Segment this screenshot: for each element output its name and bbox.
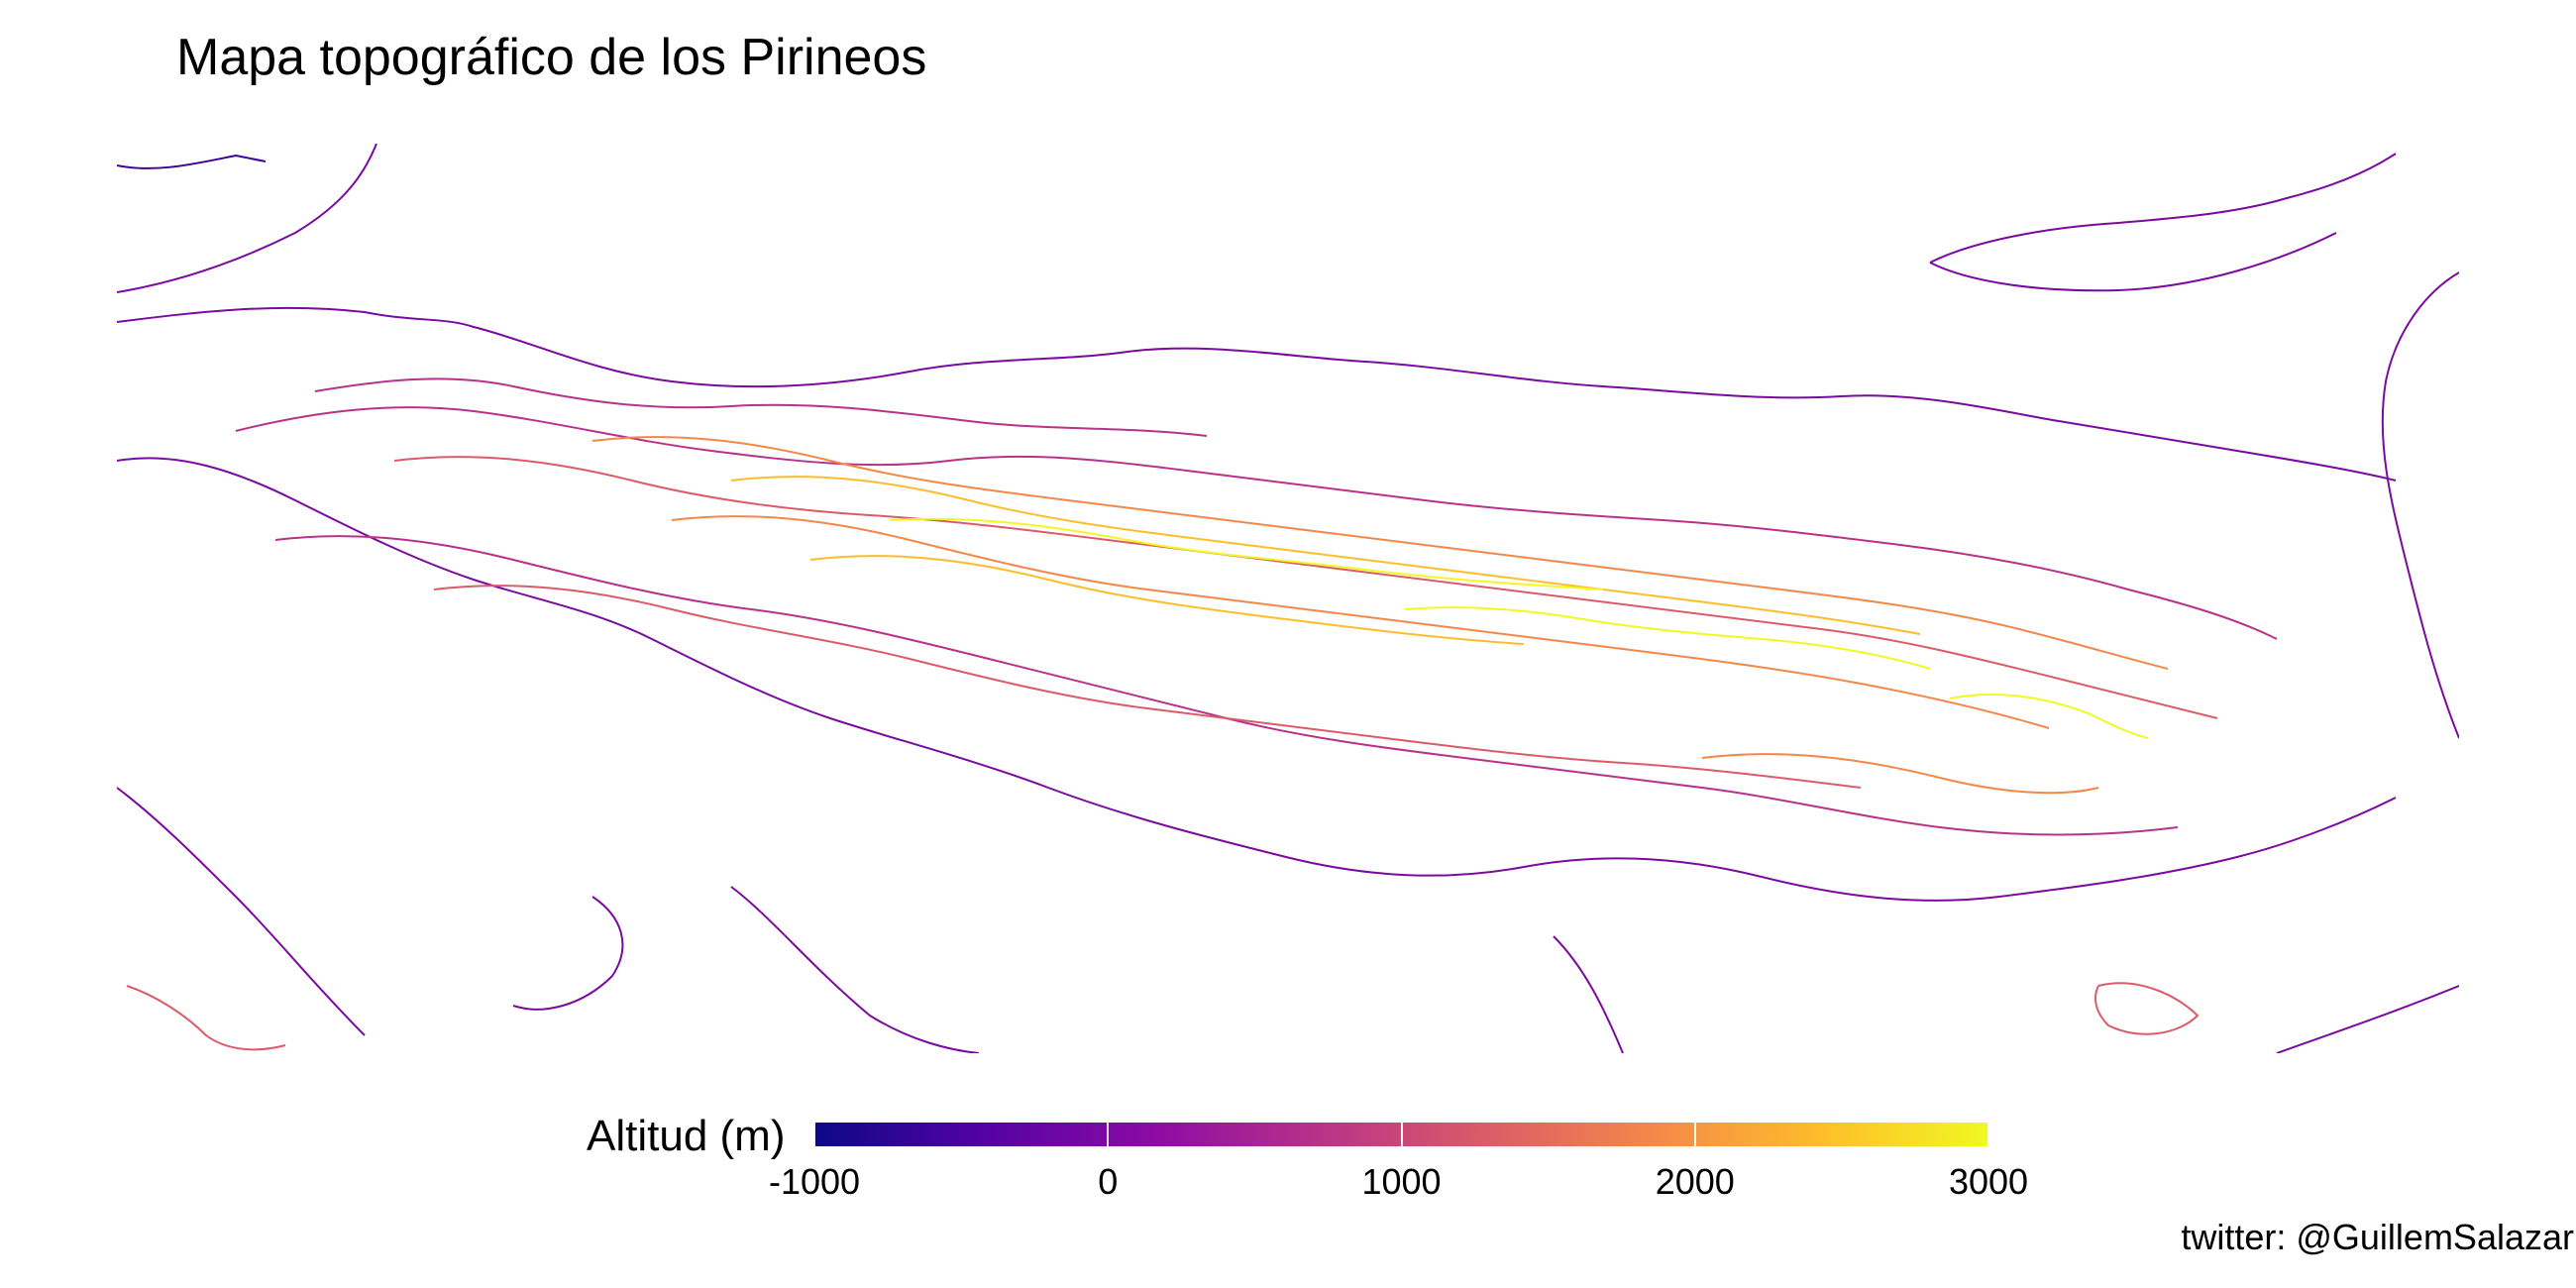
contour-line bbox=[126, 985, 286, 1051]
contour-line bbox=[433, 585, 1862, 789]
contour-line bbox=[1553, 935, 1624, 1053]
contour-line bbox=[117, 155, 267, 169]
colorbar-tick-label: 1000 bbox=[1361, 1161, 1442, 1202]
contour-map bbox=[117, 144, 2459, 1053]
contour-line bbox=[889, 517, 1604, 590]
map-title: Mapa topográfico de los Pirineos bbox=[176, 29, 927, 86]
contour-line bbox=[117, 306, 2397, 482]
contour-line bbox=[1701, 753, 2099, 795]
contour-line bbox=[2381, 271, 2459, 739]
colorbar-tick-mark bbox=[813, 1123, 815, 1146]
contour-line bbox=[512, 896, 624, 1011]
colorbar-tick-mark bbox=[1987, 1123, 1989, 1146]
contour-line bbox=[730, 886, 980, 1053]
contour-line bbox=[809, 555, 1525, 645]
credit-text: twitter: @GuillemSalazar bbox=[2181, 1217, 2574, 1257]
contour-line bbox=[117, 457, 2397, 902]
contour-line bbox=[2276, 985, 2459, 1053]
colorbar-tick-label: 2000 bbox=[1655, 1161, 1735, 1202]
contour-line bbox=[393, 456, 2218, 719]
contour-line bbox=[591, 436, 2169, 670]
colorbar-tick-mark bbox=[1107, 1123, 1110, 1146]
contour-line bbox=[1949, 694, 2149, 739]
colorbar-tick-mark bbox=[1693, 1123, 1696, 1146]
contour-line bbox=[730, 476, 1921, 635]
colorbar-tick-mark bbox=[1400, 1123, 1403, 1146]
contour-line bbox=[1404, 606, 1931, 670]
colorbar-tick-label: 0 bbox=[1098, 1161, 1119, 1202]
contour-line bbox=[1929, 153, 2397, 292]
contour-line bbox=[671, 515, 2050, 729]
contour-line bbox=[117, 144, 377, 293]
contour-line bbox=[235, 406, 2278, 640]
contour-line bbox=[314, 377, 1208, 437]
legend-title: Altitud (m) bbox=[587, 1112, 786, 1160]
contour-line bbox=[2094, 982, 2199, 1035]
contour-line bbox=[117, 787, 366, 1036]
colorbar-tick-label: 3000 bbox=[1948, 1161, 2029, 1202]
colorbar-tick-label: -1000 bbox=[768, 1161, 861, 1202]
contour-line bbox=[274, 535, 2179, 836]
